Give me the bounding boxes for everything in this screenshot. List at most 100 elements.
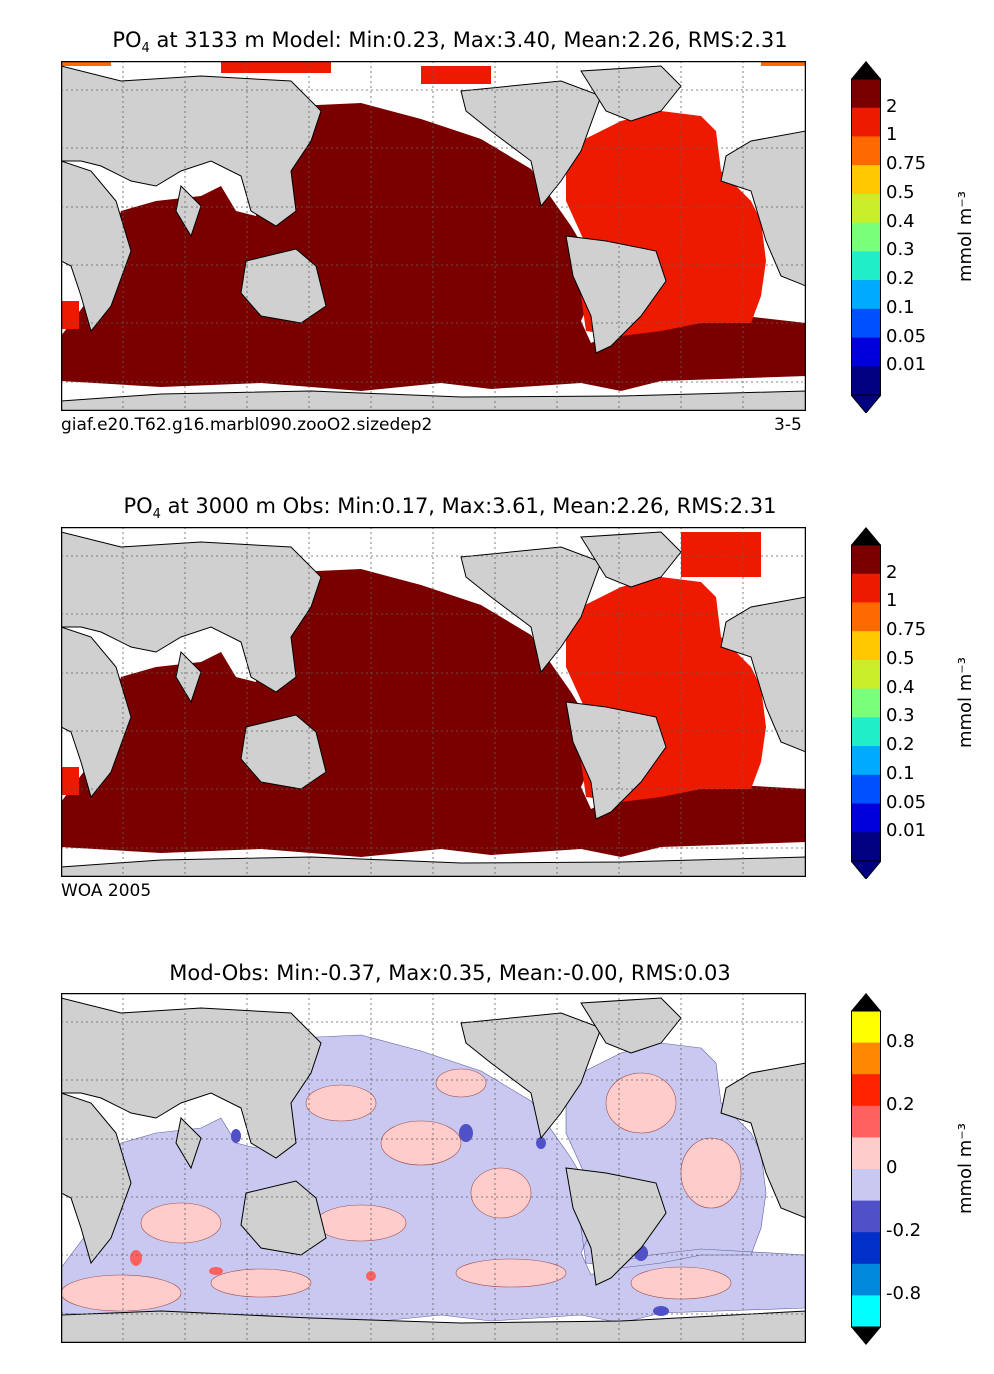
panel1-colorbar-top-arrow: [851, 61, 881, 79]
panel2-colorbar-label: 0.01: [886, 820, 927, 842]
panel3-colorbar-segment: [851, 1074, 881, 1107]
panel2-colorbar-segment: [851, 602, 881, 632]
panel2-map: [61, 527, 806, 877]
panel2-gridlines: [61, 527, 806, 877]
panel1-title-rest: at 3133 m Model: Min:0.23, Max:3.40, Mea…: [149, 28, 788, 52]
panel3-units: mmol m⁻³: [955, 1122, 977, 1215]
panel1-colorbar-label: 2: [886, 95, 898, 117]
panel2-colorbar-segment: [851, 545, 881, 575]
panel3-colorbar-segment: [851, 1042, 881, 1075]
panel3-colorbar-bottom-arrow: [851, 1327, 881, 1345]
panel1-arctic-patch: [221, 61, 331, 73]
panel2-colorbar-top-arrow: [851, 527, 881, 545]
panel2-caption-left: WOA 2005: [61, 881, 152, 901]
panel1-colorbar-label: 0.4: [886, 210, 915, 232]
panel3-colorbar-segment: [851, 1295, 881, 1328]
panel3-strong-positive: [130, 1250, 376, 1281]
panel2-colorbar-segment: [851, 746, 881, 776]
panel2-colorbar-segment: [851, 659, 881, 690]
panel3-title-rest: Mod-Obs: Min:-0.37, Max:0.35, Mean:-0.00…: [169, 961, 731, 985]
panel2-colorbar-segment: [851, 774, 881, 805]
panel2-colorbar: [851, 527, 881, 879]
panel2-indian-patch: [61, 767, 79, 795]
panel1-colorbar-label: 0.5: [886, 181, 915, 203]
panel2-colorbar-label: 0.75: [886, 619, 927, 641]
panel1-colorbar-label: 0.05: [886, 325, 927, 347]
panel2-colorbar-label: 1: [886, 590, 898, 612]
panel1-colorbar: [851, 61, 881, 413]
panel1-gridlines: [61, 61, 806, 411]
panel1-colorbar-segment: [851, 251, 881, 281]
panel2-title-rest: at 3000 m Obs: Min:0.17, Max:3.61, Mean:…: [160, 494, 777, 518]
panel2-colorbar-label: 0.2: [886, 734, 915, 756]
panel2-colorbar-label: 0.4: [886, 676, 915, 698]
panel2-arctic-patch: [681, 532, 761, 577]
panel3-colorbar-segment: [851, 1263, 881, 1296]
panel1-colorbar-segment: [851, 193, 881, 224]
panel2-title-prefix: PO: [123, 494, 153, 518]
panel3-colorbar-label: 0: [886, 1157, 898, 1178]
panel1-title-prefix: PO: [112, 28, 142, 52]
panel2-colorbar-label: 0.5: [886, 647, 915, 669]
panel1-colorbar-segment: [851, 280, 881, 310]
panel1-colorbar-label: 0.01: [886, 354, 927, 376]
panel3-colorbar-segment: [851, 1011, 881, 1044]
panel1-colorbar-segment: [851, 366, 881, 396]
panel2-colorbar-segment: [851, 573, 881, 603]
panel1-colorbar-label: 0.3: [886, 239, 915, 261]
panel3-colorbar-top-arrow: [851, 993, 881, 1011]
panel2-colorbar-segment: [851, 803, 881, 833]
panel1-caption-left: giaf.e20.T62.g16.marbl090.zooO2.sizedep2: [61, 415, 433, 435]
panel1-colorbar-segment: [851, 222, 881, 252]
panel2-title: PO4 at 3000 m Obs: Min:0.17, Max:3.61, M…: [0, 494, 900, 522]
panel1-land: [61, 65, 806, 411]
panel3-colorbar-label: 0.8: [886, 1030, 915, 1052]
panel1-arctic-strip-right: [761, 61, 806, 66]
panel3-map: [61, 993, 806, 1343]
panel3-colorbar-segment: [851, 1232, 881, 1265]
panel3-colorbar-segment: [851, 1105, 881, 1138]
panel1-colorbar-segment: [851, 107, 881, 137]
panel1-colorbar-segment: [851, 79, 881, 109]
panel3-colorbar-label: -0.2: [886, 1220, 922, 1242]
panel3-colorbar-label: 0.2: [886, 1093, 915, 1115]
panel3-title: Mod-Obs: Min:-0.37, Max:0.35, Mean:-0.00…: [0, 961, 900, 985]
panel1-colorbar-bottom-arrow: [851, 394, 881, 413]
panel2-colorbar-label: 0.05: [886, 791, 927, 813]
panel1-colorbar-segment: [851, 308, 881, 339]
panel1-pacific-field: [61, 103, 806, 391]
panel3-colorbar-segment: [851, 1169, 881, 1202]
panel1-frame: [61, 61, 806, 411]
panel3-colorbar: [851, 993, 881, 1345]
panel2-title-sub: 4: [152, 507, 161, 523]
panel1-colorbar-frame: [851, 78, 881, 396]
panel1-map: [61, 61, 806, 411]
panel1-colorbar-label: 0.75: [886, 153, 927, 175]
panel2-colorbar-segment: [851, 717, 881, 747]
panel2-colorbar-segment: [851, 631, 881, 661]
panel2-colorbar-frame: [851, 544, 881, 862]
panel3-colorbar-segment: [851, 1200, 881, 1233]
panel2-colorbar-segment: [851, 688, 881, 718]
panel1-colorbar-label: 0.1: [886, 296, 915, 318]
panel1-colorbar-segment: [851, 165, 881, 195]
panel2-colorbar-label: 0.1: [886, 762, 915, 784]
panel1-colorbar-label: 0.2: [886, 268, 915, 290]
panel3-frame: [61, 993, 806, 1343]
panel3-colorbar-segment: [851, 1137, 881, 1170]
panel2-pacific-field: [61, 569, 806, 857]
panel3-positive-patches: [61, 1068, 742, 1312]
panel1-indian-patch: [61, 301, 79, 329]
panel1-units: mmol m⁻³: [955, 190, 977, 283]
panel3-colorbar-label: -0.8: [886, 1283, 922, 1305]
panel1-arctic-patch2: [421, 66, 491, 84]
panel3-gridlines: [61, 993, 806, 1343]
panel1-caption-right: 3-5: [774, 415, 802, 435]
panel2-colorbar-segment: [851, 832, 881, 862]
panel1-colorbar-segment: [851, 136, 881, 166]
panel1-title: PO4 at 3133 m Model: Min:0.23, Max:3.40,…: [0, 28, 900, 56]
panel2-colorbar-label: 0.3: [886, 705, 915, 727]
panel2-colorbar-label: 2: [886, 561, 898, 583]
panel1-colorbar-label: 1: [886, 124, 898, 146]
panel1-colorbar-segment: [851, 337, 881, 367]
